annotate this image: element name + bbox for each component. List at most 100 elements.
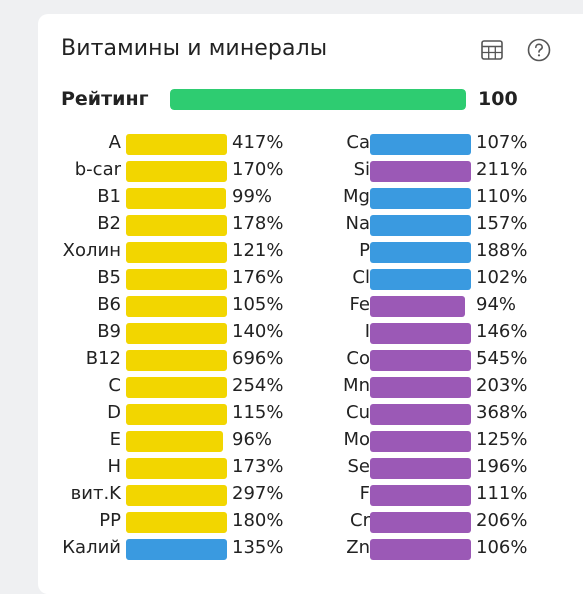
mineral-percent: 545% [476, 348, 528, 369]
rating-label: Рейтинг [61, 88, 149, 110]
table-icon[interactable] [481, 40, 503, 60]
mineral-bar-fill [370, 350, 471, 371]
mineral-name: Se [347, 456, 371, 477]
vitamin-row: Холин 121% [38, 239, 283, 266]
vitamin-row: D 115% [38, 401, 283, 428]
mineral-row: Cr 206% [278, 509, 527, 536]
mineral-name: Na [345, 213, 371, 234]
mineral-name: F [359, 483, 370, 504]
vitamin-percent: 140% [232, 321, 284, 342]
vitamin-name: A [108, 132, 121, 153]
mineral-bar [370, 134, 471, 155]
mineral-bar-fill [370, 188, 471, 209]
vitamin-name: B2 [97, 213, 121, 234]
mineral-bar [370, 485, 471, 506]
mineral-row: Co 545% [278, 347, 527, 374]
vitamin-bar-fill [126, 242, 227, 263]
mineral-name: Zn [346, 537, 370, 558]
vitamin-percent: 105% [232, 294, 284, 315]
rating-value: 100 [478, 88, 518, 110]
vitamin-percent: 173% [232, 456, 284, 477]
card-title: Витамины и минералы [61, 36, 328, 61]
mineral-bar-fill [370, 296, 465, 317]
mineral-row: Na 157% [278, 212, 527, 239]
mineral-name: Fe [349, 294, 370, 315]
rating-bar [170, 89, 466, 110]
vitamin-row: A 417% [38, 131, 283, 158]
vitamin-percent: 115% [232, 402, 284, 423]
mineral-bar [370, 377, 471, 398]
mineral-percent: 107% [476, 132, 528, 153]
mineral-name: Ca [346, 132, 370, 153]
mineral-bar [370, 539, 471, 560]
vitamin-percent: 99% [232, 186, 273, 207]
vitamin-name: C [108, 375, 121, 396]
vitamin-bar [126, 539, 227, 560]
vitamin-row: вит.K 297% [38, 482, 283, 509]
mineral-bar [370, 161, 471, 182]
mineral-percent: 146% [476, 321, 528, 342]
mineral-percent: 157% [476, 213, 528, 234]
vitamin-percent: 696% [232, 348, 284, 369]
mineral-bar-fill [370, 485, 471, 506]
mineral-row: Mg 110% [278, 185, 527, 212]
mineral-bar-fill [370, 458, 471, 479]
mineral-bar-fill [370, 161, 471, 182]
vitamin-bar-fill [126, 215, 227, 236]
mineral-bar [370, 269, 471, 290]
mineral-name: Co [346, 348, 370, 369]
mineral-row: Mo 125% [278, 428, 527, 455]
vitamin-name: D [107, 402, 121, 423]
vitamin-bar [126, 512, 227, 533]
mineral-percent: 368% [476, 402, 528, 423]
vitamin-bar [126, 350, 227, 371]
mineral-row: Se 196% [278, 455, 527, 482]
vitamin-name: Холин [62, 240, 121, 261]
vitamin-row: E 96% [38, 428, 278, 455]
mineral-bar [370, 431, 471, 452]
vitamin-bar [126, 242, 227, 263]
vitamin-percent: 176% [232, 267, 284, 288]
vitamin-row: b-car 170% [38, 158, 283, 185]
mineral-percent: 206% [476, 510, 528, 531]
vitamin-bar-fill [126, 431, 223, 452]
vitamin-percent: 121% [232, 240, 284, 261]
vitamin-name: H [107, 456, 121, 477]
vitamin-percent: 96% [232, 429, 273, 450]
vitamin-row: H 173% [38, 455, 283, 482]
mineral-bar [370, 512, 471, 533]
help-icon[interactable] [527, 38, 551, 62]
mineral-bar [370, 188, 471, 209]
vitamin-name: B5 [97, 267, 121, 288]
mineral-row: I 146% [278, 320, 527, 347]
mineral-row: Cu 368% [278, 401, 527, 428]
vitamin-bar [126, 323, 227, 344]
mineral-bar [370, 350, 471, 371]
mineral-bar-fill [370, 323, 471, 344]
mineral-bar-fill [370, 431, 471, 452]
vitamin-bar [126, 269, 227, 290]
mineral-percent: 211% [476, 159, 528, 180]
mineral-bar [370, 458, 471, 479]
mineral-name: Mn [343, 375, 370, 396]
vitamin-percent: 170% [232, 159, 284, 180]
mineral-name: Cl [352, 267, 370, 288]
vitamin-bar-fill [126, 485, 227, 506]
mineral-bar-fill [370, 539, 471, 560]
vitamin-row: B2 178% [38, 212, 283, 239]
vitamin-row: B9 140% [38, 320, 283, 347]
vitamin-bar [126, 404, 227, 425]
vitamin-bar-fill [126, 269, 227, 290]
mineral-row: Cl 102% [278, 266, 527, 293]
vitamin-percent: 180% [232, 510, 284, 531]
vitamin-bar [126, 296, 227, 317]
mineral-percent: 110% [476, 186, 528, 207]
vitamin-bar-fill [126, 377, 227, 398]
vitamin-percent: 297% [232, 483, 284, 504]
vitamin-bar [126, 188, 227, 209]
mineral-percent: 196% [476, 456, 528, 477]
vitamin-bar [126, 431, 227, 452]
vitamin-row: Калий 135% [38, 536, 283, 563]
mineral-row: Ca 107% [278, 131, 527, 158]
mineral-row: Si 211% [278, 158, 527, 185]
